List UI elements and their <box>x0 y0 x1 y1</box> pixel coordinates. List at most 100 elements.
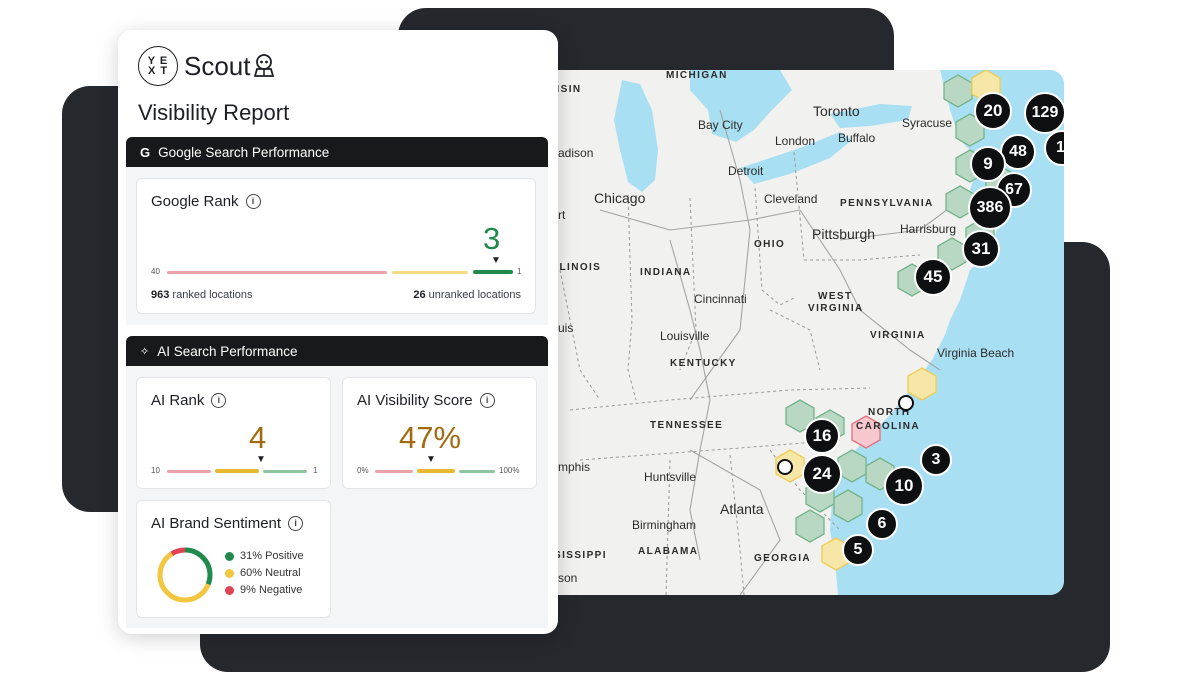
location-pin[interactable] <box>777 459 793 475</box>
city-label-louisville: Louisville <box>660 329 710 343</box>
legend-negative: 9% Negative <box>225 584 302 596</box>
rank-marker-icon: ▼ <box>491 255 501 266</box>
city-label-madison: adison <box>558 146 594 160</box>
state-label-kentucky: KENTUCKY <box>670 358 737 369</box>
scale-segment-high <box>473 270 513 274</box>
state-label-virginia: VIRGINIA <box>870 330 926 341</box>
donut-segment-neutral <box>157 547 213 603</box>
cluster-marker[interactable]: 16 <box>804 418 840 454</box>
scale-max-label: 1 <box>313 466 318 475</box>
city-label-toronto: Toronto <box>813 103 860 119</box>
card-title-text: AI Visibility Score <box>357 392 473 409</box>
scale-segment-low <box>375 470 413 473</box>
ai-visibility-card: AI Visibility Score i 47% ▼ 0% 100% <box>342 377 537 489</box>
score-marker-icon: ▼ <box>426 454 436 465</box>
google-icon: G <box>140 144 151 160</box>
city-label-memphis: mphis <box>558 460 591 474</box>
locations-map[interactable]: MICHIGAN NSIN PENNSYLVANIA OHIO LLINOIS … <box>540 70 1064 595</box>
card-title-text: AI Rank <box>151 392 205 409</box>
state-label-indiana: INDIANA <box>640 267 692 278</box>
ai-sentiment-card: AI Brand Sentiment i 31% Positive 60% Ne… <box>136 500 331 618</box>
scale-min-label: 10 <box>151 466 160 475</box>
city-label-bay-city: Bay City <box>698 118 743 132</box>
state-label-carolina: CAROLINA <box>856 421 920 432</box>
cluster-marker[interactable]: 45 <box>914 258 952 296</box>
section-header-google: G Google Search Performance <box>126 137 548 167</box>
positive-dot-icon <box>225 551 234 561</box>
scale-segment-mid <box>392 271 468 274</box>
city-label-birmingham: Birmingham <box>632 518 697 532</box>
ranked-label: ranked locations <box>172 289 253 301</box>
cluster-marker[interactable]: 31 <box>962 230 1000 268</box>
state-label-tennessee: TENNESSEE <box>650 420 724 431</box>
cluster-marker[interactable]: 129 <box>1024 92 1064 134</box>
legend-label: 60% Neutral <box>240 567 301 579</box>
cluster-marker[interactable]: 386 <box>968 186 1012 230</box>
unranked-label: unranked locations <box>428 289 521 301</box>
section-title: AI Search Performance <box>157 343 298 359</box>
card-title: Google Rank i <box>151 193 261 210</box>
cluster-marker[interactable]: 6 <box>866 508 898 540</box>
ai-rank-value: 4 <box>249 420 267 455</box>
scout-mascot-icon <box>253 54 274 77</box>
card-title: AI Brand Sentiment i <box>151 515 304 532</box>
page-title: Visibility Report <box>138 100 290 125</box>
cluster-marker[interactable]: 20 <box>974 92 1012 130</box>
donut-segment-negative <box>157 547 213 603</box>
state-label-west-virginia: VIRGINIA <box>808 303 864 314</box>
info-icon[interactable]: i <box>288 516 304 531</box>
ai-rank-card: AI Rank i 4 ▼ 10 1 <box>136 377 331 489</box>
legend-neutral: 60% Neutral <box>225 567 301 579</box>
city-label-buffalo: Buffalo <box>838 131 876 145</box>
state-label-ohio: OHIO <box>754 239 786 250</box>
cluster-marker[interactable]: 9 <box>970 146 1006 182</box>
cluster-marker[interactable]: 3 <box>920 444 952 476</box>
lake-huron <box>690 70 792 142</box>
city-label-london: London <box>775 134 816 148</box>
ranked-count: 963 <box>151 289 170 301</box>
info-icon[interactable]: i <box>211 393 227 408</box>
card-title: AI Visibility Score i <box>357 392 495 409</box>
state-label-georgia: GEORGIA <box>754 553 812 564</box>
scale-min-label: 0% <box>357 466 369 475</box>
cluster-marker[interactable]: 5 <box>842 534 874 566</box>
card-title-text: Google Rank <box>151 193 239 210</box>
scale-max-label: 100% <box>499 466 520 475</box>
cluster-marker[interactable]: 24 <box>802 454 842 494</box>
info-icon[interactable]: i <box>479 393 495 408</box>
brand-name: Scout <box>184 50 251 81</box>
state-borders <box>559 151 921 595</box>
sentiment-donut-chart <box>157 547 213 603</box>
city-label-cincinnati: Cincinnati <box>694 292 747 306</box>
city-label-rt: rt <box>558 208 566 222</box>
unranked-count: 26 <box>413 289 426 301</box>
neutral-dot-icon <box>225 568 234 578</box>
legend-positive: 31% Positive <box>225 550 304 562</box>
sparkle-icon: ✧ <box>140 345 150 358</box>
state-label-illinois: LLINOIS <box>552 262 602 273</box>
cluster-marker[interactable]: 48 <box>1000 134 1036 170</box>
scale-segment-high <box>263 470 307 473</box>
info-icon[interactable]: i <box>245 194 261 209</box>
unranked-locations: 26 unranked locations <box>413 289 521 301</box>
google-rank-card: Google Rank i 3 ▼ 40 1 963 ranked locati… <box>136 178 536 314</box>
highways <box>599 109 961 595</box>
state-label-alabama: ALABAMA <box>638 546 699 557</box>
state-label-west: WEST <box>818 291 853 302</box>
scale-segment-low <box>167 271 387 274</box>
city-label-chicago: Chicago <box>594 190 646 206</box>
card-title: AI Rank i <box>151 392 227 409</box>
scale-segment-mid <box>417 469 455 473</box>
rank-marker-icon: ▼ <box>256 454 266 465</box>
card-title-text: AI Brand Sentiment <box>151 515 282 532</box>
city-label-syracuse: Syracuse <box>902 116 953 130</box>
city-label-st-louis: uis <box>558 321 574 335</box>
location-pin[interactable] <box>898 395 914 411</box>
state-label-michigan: MICHIGAN <box>666 70 728 81</box>
legend-label: 9% Negative <box>240 584 303 596</box>
city-label-harrisburg: Harrisburg <box>900 222 957 236</box>
ai-visibility-value: 47% <box>399 420 462 455</box>
cluster-marker[interactable]: 10 <box>884 466 924 506</box>
